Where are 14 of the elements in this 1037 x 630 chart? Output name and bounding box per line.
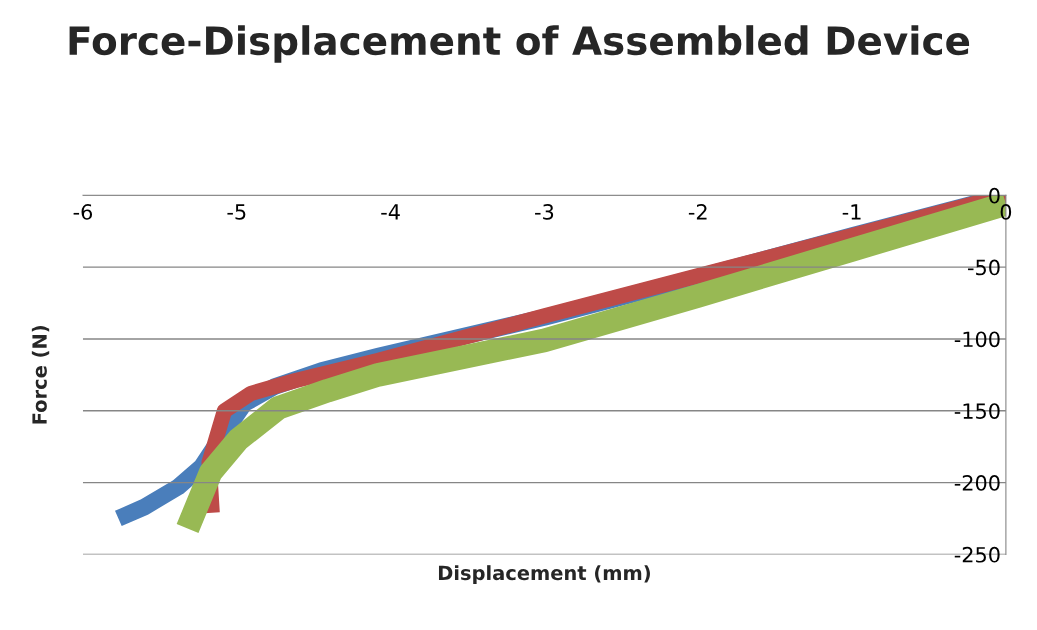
x-tick-label: -2 [688, 204, 707, 220]
x-tick-label: -5 [227, 204, 246, 220]
x-tick-label: -1 [842, 204, 861, 220]
y-tick-label: -200 [954, 475, 1000, 491]
x-tick-label: -4 [381, 204, 400, 220]
x-tick-label: -6 [73, 204, 93, 220]
y-tick-label: -50 [968, 259, 1000, 276]
x-axis-title: Displacement (mm) [438, 565, 650, 584]
x-tick-label: -3 [535, 204, 554, 220]
y-tick-label: -150 [954, 403, 1000, 419]
y-tick-label: -250 [954, 546, 1000, 563]
y-tick-label: -100 [954, 331, 1000, 348]
chart-title: Force-Displacement of Assembled Device [69, 25, 970, 63]
y-axis-title: Force (N) [31, 326, 50, 424]
